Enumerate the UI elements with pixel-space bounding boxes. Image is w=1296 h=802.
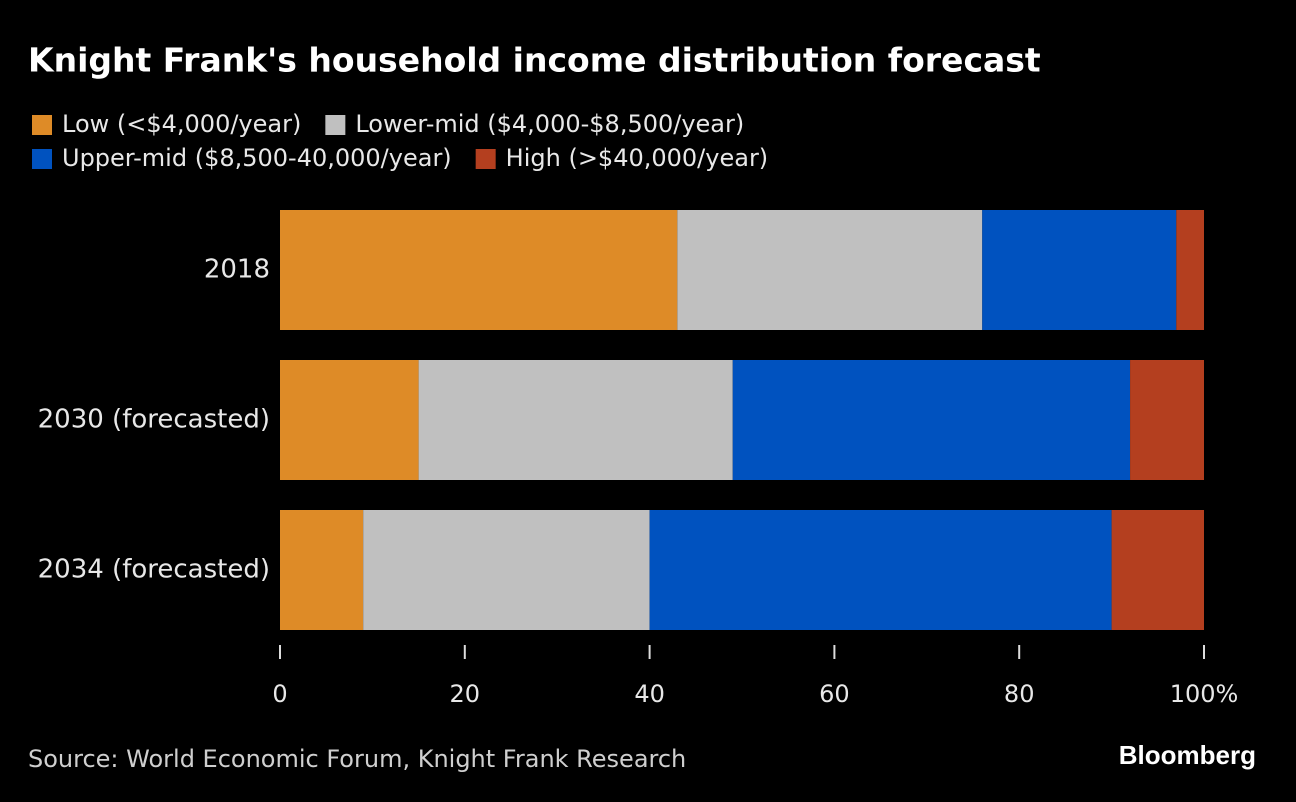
x-tick-label: 60 bbox=[819, 680, 850, 708]
brand: Bloomberg bbox=[1119, 740, 1256, 770]
y-tick-label: 2030 (forecasted) bbox=[38, 405, 270, 435]
x-tick-label: 40 bbox=[634, 680, 665, 708]
bar-segment bbox=[1130, 360, 1204, 480]
bar-segment bbox=[677, 210, 983, 330]
legend-swatch bbox=[475, 149, 496, 169]
x-tick-label: 20 bbox=[450, 680, 481, 708]
bar-segment bbox=[982, 210, 1177, 330]
bar-segment bbox=[280, 510, 364, 630]
legend-label: Upper-mid ($8,500-40,000/year) bbox=[62, 144, 452, 172]
legend-swatch bbox=[32, 149, 52, 169]
bar-segment bbox=[363, 510, 650, 630]
y-tick-label: 2034 (forecasted) bbox=[38, 555, 270, 585]
x-tick-label: 0 bbox=[272, 680, 287, 708]
chart-title: Knight Frank's household income distribu… bbox=[28, 41, 1041, 80]
bar-segment bbox=[280, 210, 678, 330]
legend-label: High (>$40,000/year) bbox=[506, 144, 769, 172]
legend-label: Lower-mid ($4,000-$8,500/year) bbox=[355, 110, 744, 138]
bar-segment bbox=[1176, 210, 1204, 330]
legend-swatch bbox=[325, 115, 346, 135]
bar-segment bbox=[418, 360, 733, 480]
x-tick-label: 100% bbox=[1170, 680, 1239, 708]
bar-segment bbox=[280, 360, 419, 480]
bar-segment bbox=[732, 360, 1131, 480]
legend-swatch bbox=[32, 115, 52, 135]
y-tick-label: 2018 bbox=[204, 255, 270, 285]
bar-segment bbox=[649, 510, 1112, 630]
source: Source: World Economic Forum, Knight Fra… bbox=[28, 745, 686, 773]
x-tick-label: 80 bbox=[1004, 680, 1035, 708]
legend-label: Low (<$4,000/year) bbox=[62, 110, 301, 138]
bar-segment bbox=[1111, 510, 1204, 630]
